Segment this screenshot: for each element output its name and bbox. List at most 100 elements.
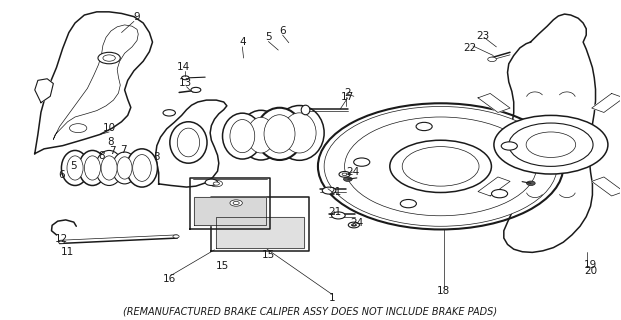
- Text: 8: 8: [97, 151, 104, 161]
- Polygon shape: [478, 177, 510, 196]
- Ellipse shape: [274, 106, 324, 160]
- Circle shape: [343, 177, 352, 181]
- Text: 24: 24: [346, 167, 360, 177]
- Text: 6: 6: [279, 26, 286, 36]
- Circle shape: [70, 124, 87, 132]
- Ellipse shape: [256, 108, 303, 160]
- Text: 21: 21: [329, 188, 342, 197]
- Text: 5: 5: [265, 32, 271, 42]
- Ellipse shape: [170, 122, 207, 163]
- Text: 24: 24: [350, 218, 364, 228]
- Text: 22: 22: [464, 43, 477, 53]
- Text: 10: 10: [102, 123, 116, 133]
- Polygon shape: [478, 93, 510, 112]
- Text: 11: 11: [61, 247, 75, 257]
- Text: 12: 12: [55, 234, 68, 244]
- Circle shape: [401, 199, 417, 208]
- Circle shape: [487, 57, 496, 61]
- Text: 1: 1: [329, 293, 335, 303]
- Ellipse shape: [84, 156, 101, 180]
- Polygon shape: [211, 197, 309, 251]
- Circle shape: [210, 180, 222, 187]
- Circle shape: [233, 201, 239, 204]
- Circle shape: [342, 173, 347, 176]
- Ellipse shape: [239, 110, 283, 160]
- Circle shape: [526, 132, 576, 157]
- Text: 13: 13: [179, 78, 192, 88]
- Text: 7: 7: [120, 146, 127, 156]
- Circle shape: [494, 116, 608, 174]
- Ellipse shape: [79, 150, 106, 186]
- Circle shape: [163, 110, 175, 116]
- Circle shape: [173, 235, 179, 238]
- Circle shape: [339, 172, 350, 177]
- Polygon shape: [189, 178, 270, 228]
- Ellipse shape: [117, 157, 132, 179]
- Circle shape: [181, 76, 189, 80]
- Text: 4: 4: [239, 37, 246, 47]
- Circle shape: [501, 142, 517, 150]
- Text: 17: 17: [341, 92, 355, 102]
- Polygon shape: [53, 25, 138, 139]
- Text: 8: 8: [107, 138, 114, 148]
- Text: 9: 9: [134, 12, 140, 22]
- Circle shape: [58, 240, 65, 244]
- Circle shape: [230, 200, 242, 206]
- Circle shape: [191, 87, 201, 92]
- Circle shape: [348, 222, 360, 228]
- Ellipse shape: [177, 128, 199, 157]
- Circle shape: [354, 158, 369, 166]
- Ellipse shape: [133, 155, 152, 181]
- Text: 2: 2: [345, 88, 351, 98]
- Circle shape: [103, 55, 116, 61]
- Circle shape: [390, 140, 491, 193]
- Text: (REMANUFACTURED BRAKE CALIPER ASSY DOES NOT INCLUDE BRAKE PADS): (REMANUFACTURED BRAKE CALIPER ASSY DOES …: [124, 306, 497, 316]
- Text: 23: 23: [476, 31, 489, 41]
- Circle shape: [491, 189, 507, 198]
- Text: 20: 20: [584, 266, 597, 276]
- Circle shape: [324, 107, 557, 226]
- Text: 16: 16: [163, 274, 176, 284]
- Polygon shape: [194, 197, 266, 225]
- Text: 3: 3: [153, 152, 160, 162]
- Ellipse shape: [247, 117, 274, 153]
- Text: 14: 14: [177, 62, 190, 72]
- Circle shape: [98, 52, 120, 64]
- Polygon shape: [35, 12, 153, 154]
- Ellipse shape: [101, 156, 117, 180]
- Ellipse shape: [112, 152, 137, 184]
- Ellipse shape: [127, 149, 158, 187]
- Text: 7: 7: [109, 146, 116, 156]
- Polygon shape: [592, 177, 621, 196]
- Circle shape: [416, 122, 432, 131]
- Circle shape: [205, 179, 217, 186]
- Circle shape: [213, 182, 219, 185]
- Text: 15: 15: [216, 261, 229, 271]
- Text: 5: 5: [71, 161, 77, 171]
- Ellipse shape: [301, 105, 310, 115]
- Text: 21: 21: [329, 207, 342, 217]
- Polygon shape: [156, 100, 227, 187]
- Circle shape: [402, 147, 479, 186]
- Text: 19: 19: [584, 260, 597, 269]
- Polygon shape: [216, 217, 304, 248]
- Polygon shape: [504, 14, 596, 252]
- Circle shape: [509, 123, 593, 166]
- Ellipse shape: [264, 115, 295, 153]
- Polygon shape: [35, 79, 53, 103]
- Ellipse shape: [230, 120, 255, 153]
- Circle shape: [351, 224, 356, 226]
- Text: 15: 15: [261, 250, 275, 260]
- Ellipse shape: [283, 113, 316, 153]
- Circle shape: [527, 181, 535, 186]
- Text: 6: 6: [58, 170, 65, 180]
- Circle shape: [318, 103, 563, 229]
- Ellipse shape: [61, 150, 89, 186]
- Polygon shape: [592, 93, 621, 112]
- Text: 18: 18: [437, 286, 450, 296]
- Circle shape: [322, 187, 336, 194]
- Ellipse shape: [96, 150, 123, 186]
- Ellipse shape: [222, 113, 262, 159]
- Ellipse shape: [67, 156, 83, 180]
- Circle shape: [332, 212, 345, 219]
